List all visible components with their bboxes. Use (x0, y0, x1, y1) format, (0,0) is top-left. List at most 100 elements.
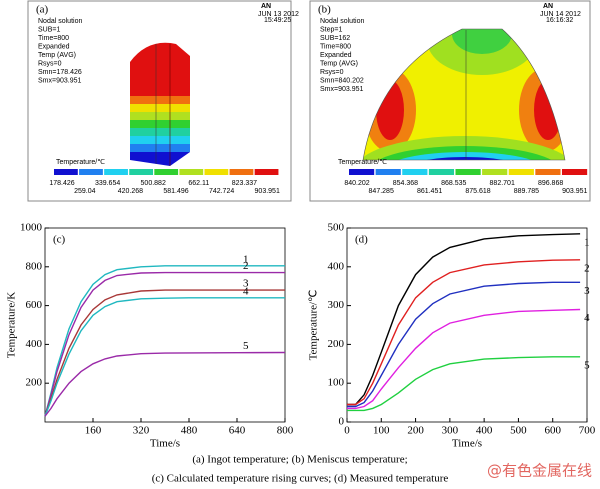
series-line (347, 308, 581, 410)
y-tick-label: 500 (328, 222, 345, 234)
legend-label: 420.268 (118, 188, 143, 195)
legend-label: 847.285 (369, 188, 394, 195)
y-tick-label: 200 (26, 377, 43, 389)
legend-label: 861.451 (417, 188, 442, 195)
info-line: Nodal solution (320, 18, 364, 25)
panel-label: (b) (318, 4, 331, 16)
legend-swatch (104, 169, 128, 175)
series-label: 4 (584, 312, 590, 324)
y-tick-label: 0 (339, 416, 345, 428)
legend-swatch (54, 169, 78, 175)
x-tick-label: 320 (133, 425, 150, 437)
legend-swatch (179, 169, 204, 175)
date: JUN 14 2012 (540, 11, 581, 18)
info-line: Smn=178.426 (38, 69, 82, 76)
plot-frame (346, 227, 588, 423)
series-label: 4 (243, 285, 249, 297)
legend-swatch (79, 169, 103, 175)
x-tick-label: 600 (544, 425, 561, 437)
legend-label: 875.618 (465, 188, 490, 195)
legend-swatch (129, 169, 154, 175)
series-line (44, 351, 286, 417)
legend-label: 854.368 (393, 180, 418, 187)
info-line: Smx=903.951 (320, 86, 363, 93)
legend-swatch (455, 169, 481, 175)
legend-label: 889.785 (514, 188, 539, 195)
info-line: Time=800 (320, 43, 351, 50)
x-axis-label: Time/s (452, 438, 482, 450)
legend-swatch (535, 169, 561, 175)
y-tick-label: 1000 (20, 222, 43, 234)
panel-label: (c) (53, 234, 66, 246)
legend-label: 178.426 (49, 180, 74, 187)
legend-label: 896.868 (538, 180, 563, 187)
legend-swatch (204, 169, 229, 175)
y-axis-label: Temperature/K (6, 292, 18, 358)
y-axis-label: Temperature/℃ (308, 290, 320, 361)
info-line: Rsys=0 (38, 60, 62, 67)
series-label: 5 (243, 340, 249, 352)
legend-swatch (428, 169, 455, 175)
dome-outline (362, 28, 566, 161)
series-line (347, 259, 581, 406)
info-line: Smx=903.951 (38, 77, 81, 84)
series-label: 1 (243, 253, 249, 265)
legend-label: 742.724 (209, 188, 234, 195)
caption-line: (a) Ingot temperature; (b) Meniscus temp… (192, 454, 407, 466)
legend-label: 581.496 (163, 188, 188, 195)
y-tick-label: 600 (26, 299, 43, 311)
info-line: Rsys=0 (320, 69, 344, 76)
ingot-contour (130, 42, 190, 166)
legend-label: 339.654 (95, 180, 120, 187)
legend-label: 882.701 (490, 180, 515, 187)
x-axis-label: Time/s (150, 438, 180, 450)
watermark: @有色金属在线 (487, 462, 592, 480)
info-line: Step=1 (320, 26, 342, 33)
info-line: Expanded (38, 43, 70, 50)
series-label: 5 (584, 359, 590, 371)
series-line (347, 233, 581, 406)
x-tick-label: 700 (579, 425, 596, 437)
series-line (44, 289, 285, 417)
legend-swatch (508, 169, 534, 175)
info-line: Temp (AVG) (38, 52, 76, 59)
info-line: SUB=1 (38, 26, 60, 33)
legend-title: Temperature/℃ (338, 159, 387, 166)
series-line (44, 265, 285, 417)
legend-label: 903.951 (562, 188, 587, 195)
series-label: 3 (584, 285, 590, 297)
panel-label: (a) (36, 4, 49, 16)
time: 15:49:25 (264, 17, 291, 24)
plot-frame (44, 227, 286, 423)
x-tick-label: 300 (442, 425, 459, 437)
legend-swatch (229, 169, 254, 175)
ansys-logo: AN (261, 3, 271, 10)
x-tick-label: 400 (476, 425, 493, 437)
x-tick-label: 500 (510, 425, 527, 437)
legend-label: 823.337 (232, 180, 257, 187)
time: 16:16:32 (546, 17, 573, 24)
series-label: 2 (243, 260, 249, 272)
series-line (44, 297, 285, 417)
legend-label: 903.951 (255, 188, 280, 195)
y-tick-label: 400 (328, 260, 345, 272)
panel-label: (d) (355, 234, 368, 246)
info-line: SUB=162 (320, 35, 350, 42)
legend-swatch (349, 169, 375, 175)
info-line: Smn=840.202 (320, 77, 364, 84)
ansys-logo: AN (543, 3, 553, 10)
y-tick-label: 800 (26, 260, 43, 272)
meniscus-contour (363, 29, 565, 160)
y-tick-label: 100 (328, 377, 345, 389)
series-label: 3 (243, 278, 249, 290)
series-label: 2 (584, 262, 590, 274)
info-line: Expanded (320, 52, 352, 59)
date: JUN 13 2012 (258, 11, 299, 18)
legend-swatch (154, 169, 179, 175)
legend-label: 868.535 (441, 180, 466, 187)
y-tick-label: 300 (328, 299, 345, 311)
legend-swatch (482, 169, 508, 175)
x-tick-label: 160 (85, 425, 102, 437)
info-line: Time=800 (38, 35, 69, 42)
